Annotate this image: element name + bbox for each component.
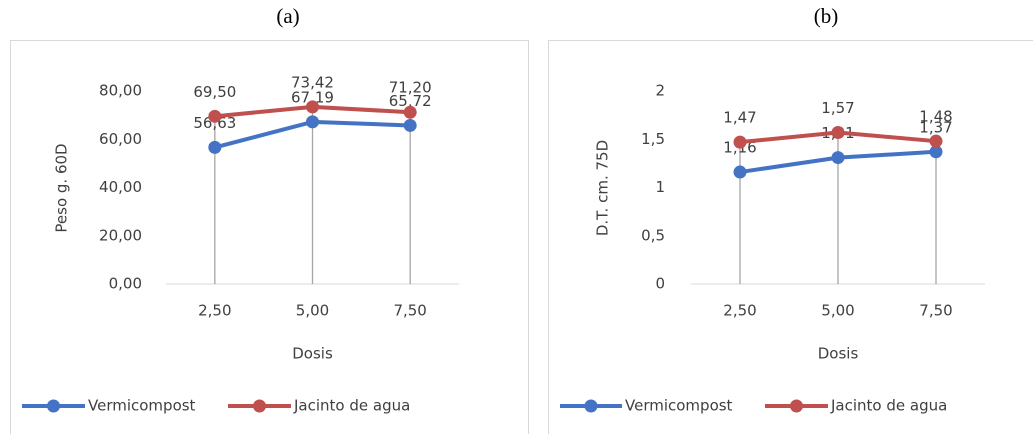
point: [403, 118, 417, 132]
y-tick-label: 2: [655, 82, 665, 100]
y-axis-label: D.T. cm. 75D: [594, 140, 612, 236]
x-tick-label: 7,50: [393, 302, 426, 320]
point: [306, 100, 319, 114]
point: [208, 140, 222, 154]
legend-marker: [253, 399, 266, 413]
chart-border: [548, 40, 1033, 434]
legend-label: Vermicompost: [88, 397, 196, 415]
data-label: 71,20: [389, 79, 432, 97]
y-tick-label: 1: [655, 178, 665, 196]
x-tick-label: 2,50: [723, 302, 756, 320]
point: [831, 151, 845, 165]
data-label: 67,19: [291, 88, 334, 106]
point: [403, 105, 417, 119]
data-label: 1,47: [723, 109, 756, 127]
chart-title: (b): [814, 4, 839, 28]
point: [831, 125, 845, 139]
x-tick-label: 7,50: [919, 302, 952, 320]
legend-label: Jacinto de agua: [830, 397, 947, 415]
y-tick-label: 0,5: [641, 226, 665, 244]
data-label: 73,42: [291, 73, 334, 91]
data-label: 56,63: [193, 114, 236, 132]
x-tick-label: 2,50: [198, 302, 231, 320]
y-tick-label: 0,00: [109, 275, 142, 293]
legend-marker: [584, 399, 598, 413]
y-tick-label: 60,00: [99, 130, 142, 148]
chart-border: [10, 40, 529, 434]
data-label: 1,37: [919, 118, 952, 136]
data-label: 69,50: [193, 83, 236, 101]
legend-label: Jacinto de agua: [293, 397, 410, 415]
x-axis-label: Dosis: [818, 345, 859, 363]
y-axis-label: Peso g. 60D: [53, 143, 71, 232]
data-label: 1,57: [821, 99, 854, 117]
legend-marker: [790, 399, 803, 413]
x-tick-label: 5,00: [821, 302, 854, 320]
point: [306, 115, 319, 129]
y-tick-label: 40,00: [99, 178, 142, 196]
x-tick-label: 5,00: [296, 302, 329, 320]
x-axis-label: Dosis: [292, 345, 333, 363]
point: [733, 135, 747, 149]
y-tick-label: 0: [655, 275, 665, 293]
point: [733, 165, 747, 179]
legend-label: Vermicompost: [625, 397, 733, 415]
data-label: 1,48: [919, 108, 952, 126]
chart-title: (a): [276, 4, 299, 28]
point: [929, 145, 943, 159]
y-tick-label: 1,5: [641, 130, 665, 148]
y-tick-label: 20,00: [99, 226, 142, 244]
point: [929, 134, 943, 148]
point: [208, 109, 222, 123]
legend-marker: [47, 399, 60, 413]
y-tick-label: 80,00: [99, 82, 142, 100]
data-label: 65,72: [389, 92, 432, 110]
